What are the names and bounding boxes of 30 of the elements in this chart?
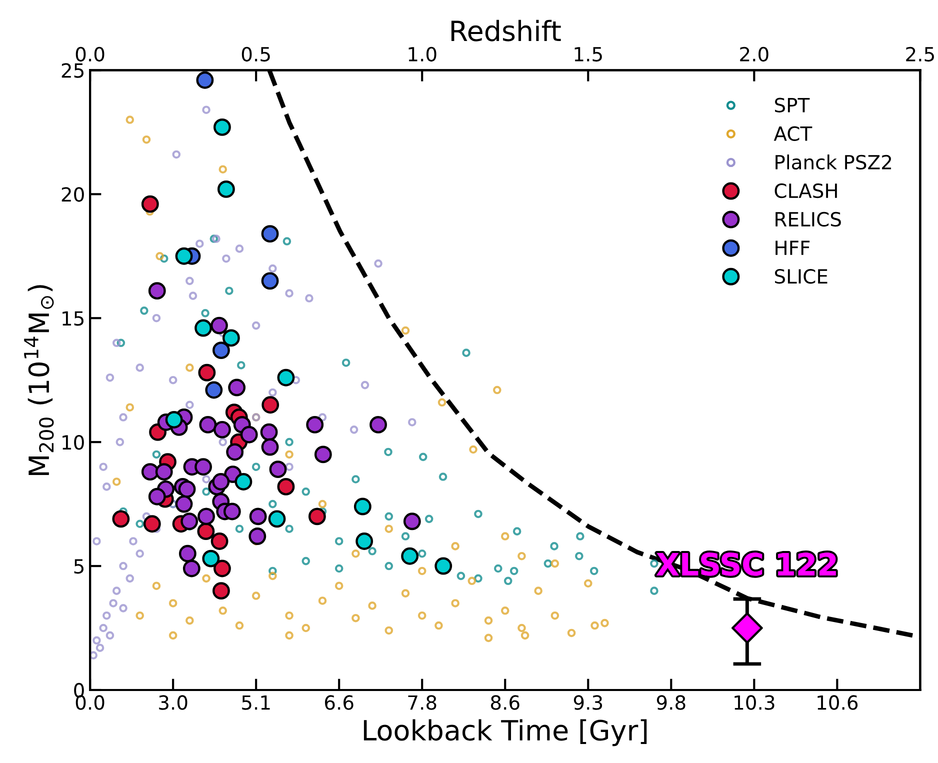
x-tick-label: 10.6 (818, 695, 858, 710)
x-tick-label: 9.3 (574, 695, 602, 710)
y-tick-label: 20 (62, 187, 84, 202)
legend-label: SLICE (774, 269, 828, 284)
x2-axis-title: Redshift (451, 20, 561, 42)
x-tick-label: 10.3 (734, 695, 774, 710)
x2-tick-label: 1.5 (574, 47, 602, 62)
x-tick-label: 6.6 (324, 695, 354, 710)
legend-label: ACT (774, 126, 812, 142)
y-tick-label: 5 (74, 559, 84, 574)
x2-tick-label: 0.0 (76, 46, 104, 62)
y-tick-label: 10 (62, 435, 84, 450)
legend-label: CLASH (774, 183, 837, 198)
legend-label: RELICS (776, 212, 841, 227)
legend-label: HFF (776, 240, 810, 255)
legend-label: SPT (774, 98, 810, 112)
x-axis-title: Lookback Time [Gyr] (364, 719, 647, 746)
x-tick-label: 3.0 (159, 695, 188, 710)
y-axis-title: M$_{200}$ (10$^{14}$M$_{⊙}$) (24, 285, 54, 475)
y-tick-label: 15 (62, 311, 84, 326)
x-tick-label: 8.6 (490, 695, 520, 710)
x2-tick-label: 1.0 (408, 46, 436, 62)
x2-tick-label: 0.5 (242, 46, 270, 62)
x-tick-label: 7.8 (408, 695, 436, 710)
x2-tick-label: 2.5 (906, 46, 934, 62)
x2-tick-label: 2.0 (740, 46, 768, 62)
legend-label: Planck PSZ2 (776, 154, 892, 170)
y-tick-label: 25 (62, 63, 84, 78)
x-tick-label: 5.1 (242, 695, 270, 710)
x-tick-label: 9.8 (656, 695, 686, 710)
